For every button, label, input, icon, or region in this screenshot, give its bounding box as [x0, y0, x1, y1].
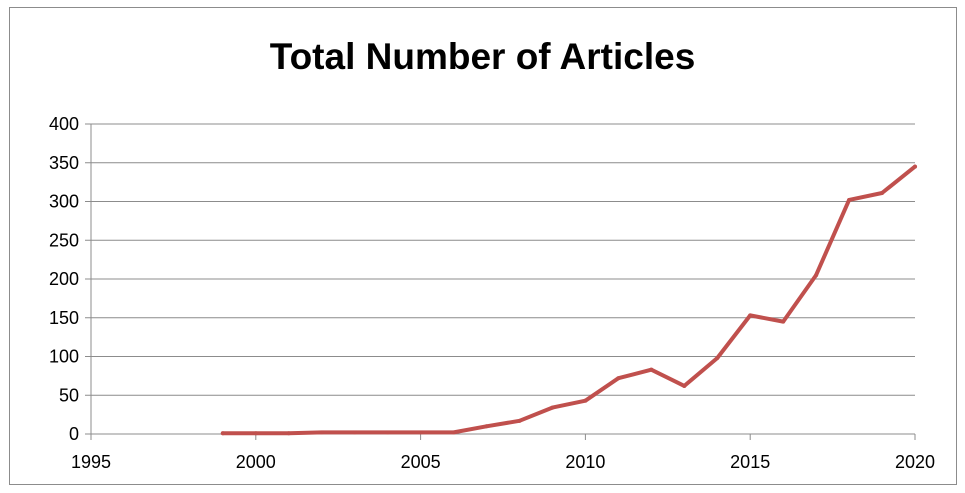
data-point-2010	[583, 398, 588, 403]
x-tick-label-1995: 1995	[71, 452, 111, 472]
chart-frame	[9, 7, 957, 485]
data-point-2006	[451, 430, 456, 435]
data-point-2004	[385, 430, 390, 435]
x-tick-label-2020: 2020	[895, 452, 935, 472]
data-point-2017	[814, 273, 819, 278]
x-tick-label-2005: 2005	[401, 452, 441, 472]
data-point-2000	[253, 431, 258, 436]
data-point-1999	[220, 431, 225, 436]
x-tick-label-2015: 2015	[730, 452, 770, 472]
data-point-2020	[913, 164, 917, 169]
data-point-2018	[847, 197, 852, 202]
data-point-2016	[781, 319, 786, 324]
data-point-2008	[517, 418, 522, 423]
x-tick-label-2000: 2000	[236, 452, 276, 472]
y-tick-label-100: 100	[49, 347, 79, 367]
y-tick-label-150: 150	[49, 308, 79, 328]
data-point-2007	[484, 424, 489, 429]
y-tick-label-300: 300	[49, 192, 79, 212]
chart-title: Total Number of Articles	[269, 36, 696, 77]
data-point-2003	[352, 430, 357, 435]
x-tick-label-2010: 2010	[565, 452, 605, 472]
y-tick-label-350: 350	[49, 153, 79, 173]
data-point-2019	[880, 190, 885, 195]
y-tick-label-400: 400	[49, 114, 79, 134]
data-point-2009	[550, 405, 555, 410]
y-tick-label-0: 0	[69, 424, 79, 444]
y-tick-label-250: 250	[49, 230, 79, 250]
series-line-0	[220, 164, 917, 436]
data-point-2014	[715, 356, 720, 361]
data-point-2001	[286, 431, 291, 436]
data-point-2012	[649, 367, 654, 372]
data-point-2013	[682, 383, 687, 388]
data-point-2011	[616, 376, 621, 381]
data-point-2005	[418, 430, 423, 435]
y-tick-label-50: 50	[59, 385, 79, 405]
y-tick-label-200: 200	[49, 269, 79, 289]
data-point-2002	[319, 430, 324, 435]
data-point-2015	[748, 313, 753, 318]
